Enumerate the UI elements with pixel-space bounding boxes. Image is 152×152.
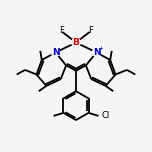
Text: $^{-}$: $^{-}$ xyxy=(77,35,83,44)
Text: F: F xyxy=(88,26,93,35)
Text: N: N xyxy=(93,48,100,57)
Circle shape xyxy=(52,48,59,56)
Circle shape xyxy=(93,48,100,56)
Text: F: F xyxy=(59,26,64,35)
Text: B: B xyxy=(72,38,79,47)
Text: $^{+}$: $^{+}$ xyxy=(98,45,105,54)
Text: N: N xyxy=(52,48,59,57)
Text: Cl: Cl xyxy=(101,111,109,120)
Circle shape xyxy=(72,38,80,47)
